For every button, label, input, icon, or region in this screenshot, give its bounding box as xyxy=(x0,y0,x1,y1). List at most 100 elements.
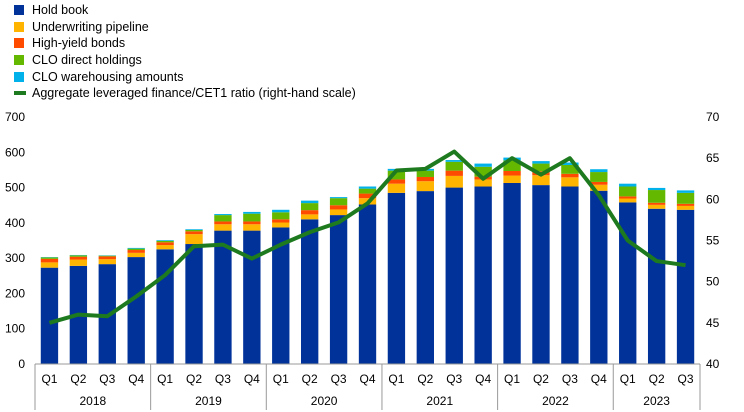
bar-segment-underwriting-pipeline xyxy=(185,234,203,245)
legend-item-clo-warehousing-amounts: CLO warehousing amounts xyxy=(14,68,356,85)
bar-segment-high-yield-bonds xyxy=(416,176,434,182)
y-right-tick-label: 65 xyxy=(706,151,720,165)
x-tick-label: Q3 xyxy=(331,372,347,386)
bar-segment-underwriting-pipeline xyxy=(301,214,319,220)
bar-segment-hold-book xyxy=(503,182,521,364)
bar-segment-clo-warehousing-amounts xyxy=(214,214,232,216)
legend-label: CLO direct holdings xyxy=(32,53,142,68)
bar-segment-high-yield-bonds xyxy=(561,173,579,178)
bar-segment-underwriting-pipeline xyxy=(40,262,59,268)
x-tick-label: Q3 xyxy=(678,372,694,386)
bar-segment-clo-direct-holdings xyxy=(445,161,463,171)
bar-segment-high-yield-bonds xyxy=(272,219,290,223)
bar-segment-hold-book xyxy=(301,219,319,364)
bar-segment-clo-direct-holdings xyxy=(474,166,492,177)
legend-label: Aggregate leveraged finance/CET1 ratio (… xyxy=(32,86,356,101)
bar-segment-clo-direct-holdings xyxy=(98,255,116,257)
year-label: 2023 xyxy=(643,394,670,408)
x-tick-label: Q4 xyxy=(128,372,144,386)
bar-segment-clo-direct-holdings xyxy=(127,248,145,251)
bar-segment-hold-book xyxy=(272,227,290,364)
bar-segment-underwriting-pipeline xyxy=(69,259,88,266)
bar-segment-underwriting-pipeline xyxy=(445,175,463,188)
bar-segment-hold-book xyxy=(185,244,203,364)
bar-segment-clo-direct-holdings xyxy=(590,172,608,182)
bar-segment-underwriting-pipeline xyxy=(676,205,695,210)
bar-segment-hold-book xyxy=(358,204,377,364)
y-left-tick-label: 500 xyxy=(5,181,25,195)
bar-segment-high-yield-bonds xyxy=(647,202,666,205)
x-tick-label: Q3 xyxy=(215,372,231,386)
bar-segment-underwriting-pipeline xyxy=(156,245,174,250)
bar-segment-clo-direct-holdings xyxy=(532,163,550,172)
bar-segment-clo-warehousing-amounts xyxy=(676,190,695,193)
y-right-tick-label: 60 xyxy=(706,192,720,206)
bar-segment-clo-warehousing-amounts xyxy=(329,197,348,199)
legend-line-swatch xyxy=(14,91,26,96)
bar-segment-high-yield-bonds xyxy=(329,205,348,210)
bar-segment-clo-direct-holdings xyxy=(185,229,203,232)
y-left-tick-label: 200 xyxy=(5,286,25,300)
year-label: 2021 xyxy=(426,394,453,408)
bar-segment-clo-direct-holdings xyxy=(647,190,666,203)
x-tick-label: Q3 xyxy=(99,372,115,386)
bar-segment-high-yield-bonds xyxy=(301,210,319,215)
bar-segment-high-yield-bonds xyxy=(40,258,59,263)
bar-segment-hold-book xyxy=(590,190,608,364)
x-tick-label: Q1 xyxy=(273,372,289,386)
bar-segment-underwriting-pipeline xyxy=(503,175,521,183)
bar-segment-clo-warehousing-amounts xyxy=(243,211,261,214)
bar-segment-high-yield-bonds xyxy=(503,170,521,176)
bar-segment-underwriting-pipeline xyxy=(387,183,406,193)
year-label: 2019 xyxy=(195,394,222,408)
cet1-ratio-line xyxy=(48,149,686,325)
y-left-tick-label: 700 xyxy=(5,110,25,124)
bar-segment-hold-book xyxy=(329,215,348,364)
bar-segment-underwriting-pipeline xyxy=(647,204,666,209)
bar-segment-clo-warehousing-amounts xyxy=(445,160,463,162)
bar-segment-clo-direct-holdings xyxy=(676,192,695,204)
bar-segment-hold-book xyxy=(40,267,59,364)
bar-segment-clo-warehousing-amounts xyxy=(590,169,608,173)
bar-segment-high-yield-bonds xyxy=(676,203,695,206)
bar-segment-high-yield-bonds xyxy=(69,256,88,260)
legend-item-high-yield-bonds: High-yield bonds xyxy=(14,35,356,52)
y-right-tick-label: 40 xyxy=(706,357,720,371)
bar-segment-clo-direct-holdings xyxy=(272,212,290,220)
bar-segment-clo-warehousing-amounts xyxy=(358,186,377,189)
bar-segment-clo-direct-holdings xyxy=(301,203,319,211)
y-right-tick-label: 50 xyxy=(706,275,720,289)
bar-segment-clo-warehousing-amounts xyxy=(532,161,550,164)
x-tick-label: Q2 xyxy=(649,372,665,386)
x-tick-label: Q1 xyxy=(41,372,57,386)
legend-swatch xyxy=(14,55,24,66)
bar-segment-hold-book xyxy=(532,185,550,364)
x-tick-label: Q1 xyxy=(388,372,404,386)
bar-segment-high-yield-bonds xyxy=(358,193,377,199)
chart-legend: Hold book Underwriting pipeline High-yield… xyxy=(14,2,356,102)
y-right-tick-label: 55 xyxy=(706,234,720,248)
bar-segment-clo-direct-holdings xyxy=(387,170,406,180)
bar-segment-underwriting-pipeline xyxy=(214,224,232,231)
bar-segment-underwriting-pipeline xyxy=(561,177,579,187)
bar-segment-hold-book xyxy=(416,191,434,364)
x-tick-label: Q2 xyxy=(70,372,86,386)
x-tick-label: Q2 xyxy=(417,372,433,386)
bar-segment-clo-direct-holdings xyxy=(416,170,434,177)
bar-segment-hold-book xyxy=(619,202,637,364)
bar-segment-clo-direct-holdings xyxy=(329,198,348,206)
bar-segment-underwriting-pipeline xyxy=(243,224,261,231)
bar-segment-clo-warehousing-amounts xyxy=(474,163,492,167)
bar-segment-underwriting-pipeline xyxy=(329,209,348,216)
bar-segment-clo-direct-holdings xyxy=(40,257,59,259)
bar-segment-hold-book xyxy=(127,257,145,364)
legend-swatch xyxy=(14,5,24,16)
y-left-tick-label: 100 xyxy=(5,322,25,336)
bar-segment-clo-direct-holdings xyxy=(243,213,261,222)
bar-segment-hold-book xyxy=(243,230,261,364)
bar-segment-hold-book xyxy=(445,187,463,364)
bar-segment-clo-warehousing-amounts xyxy=(272,209,290,213)
bar-segment-hold-book xyxy=(647,208,666,364)
bar-segment-underwriting-pipeline xyxy=(416,181,434,192)
bar-segment-high-yield-bonds xyxy=(243,221,261,225)
